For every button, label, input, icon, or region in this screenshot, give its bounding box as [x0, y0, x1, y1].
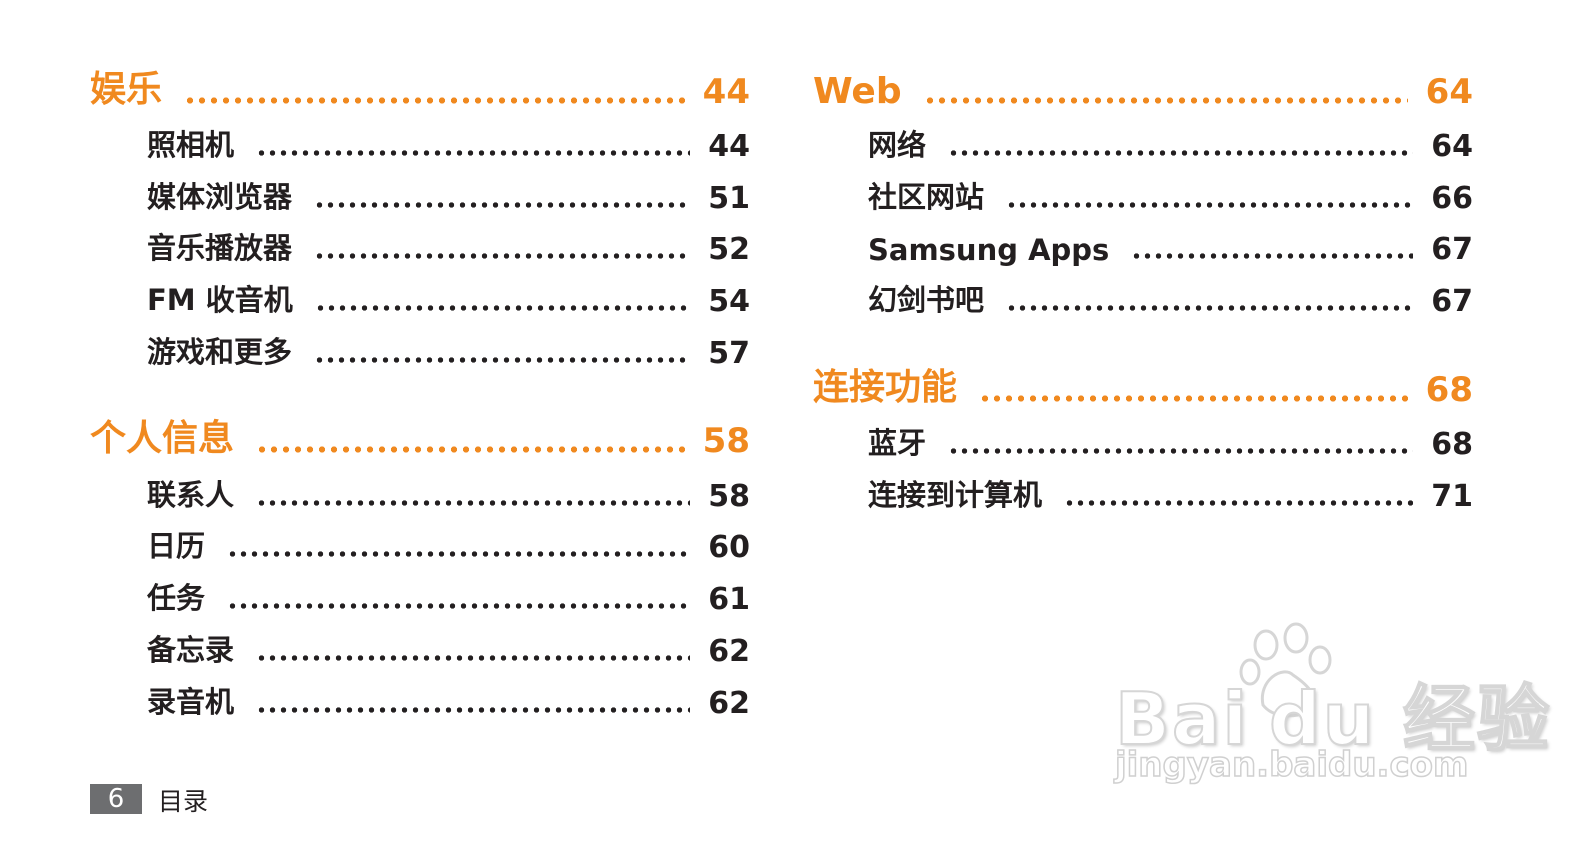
entry-page-number: 61 [708, 582, 750, 617]
section-heading[interactable]: 连接功能 68 [813, 367, 1473, 410]
dot-leader [256, 150, 691, 156]
dot-leader [314, 253, 691, 259]
toc-entry[interactable]: 日历 60 [147, 525, 750, 565]
dot-leader [1006, 202, 1414, 208]
entry-label: 游戏和更多 [147, 335, 293, 369]
baidu-watermark: Bai du 经验 jingyan.baidu.com [1110, 620, 1550, 800]
entry-page-number: 52 [708, 232, 750, 267]
entry-page-number: 58 [708, 479, 750, 514]
entry-label: FM 收音机 [147, 283, 293, 317]
entry-label: 日历 [147, 529, 206, 563]
footer-title: 目录 [158, 787, 209, 816]
entry-label: 社区网站 [868, 180, 985, 214]
toc-entry[interactable]: 音乐播放器 52 [147, 227, 750, 267]
entry-page-number: 64 [1425, 72, 1473, 112]
dot-leader [256, 446, 685, 453]
entry-page-number: 62 [708, 686, 750, 721]
dot-leader [184, 97, 685, 104]
paw-logo-icon [1239, 622, 1332, 718]
entry-label: 幻剑书吧 [868, 283, 985, 317]
entry-page-number: 58 [702, 421, 750, 461]
dot-leader [227, 551, 691, 557]
entry-page-number: 54 [708, 284, 750, 319]
entry-label: Web [813, 71, 902, 112]
entry-page-number: 68 [1425, 370, 1473, 410]
entry-page-number: 71 [1431, 479, 1473, 514]
entry-page-number: 67 [1431, 232, 1473, 267]
toc-entry[interactable]: 备忘录 62 [147, 629, 750, 669]
entry-page-number: 66 [1431, 181, 1473, 216]
toc-entry[interactable]: 蓝牙 68 [868, 422, 1473, 462]
entry-label: 连接功能 [813, 367, 958, 408]
toc-entry[interactable]: 连接到计算机 71 [868, 474, 1473, 514]
toc-entry[interactable]: 录音机 62 [147, 681, 750, 721]
entry-page-number: 57 [708, 336, 750, 371]
dot-leader [979, 395, 1408, 402]
toc-entry[interactable]: 联系人 58 [147, 474, 750, 514]
toc-entry[interactable]: 幻剑书吧 67 [868, 279, 1473, 319]
watermark-url: jingyan.baidu.com [1114, 744, 1469, 786]
entry-label: 媒体浏览器 [147, 180, 293, 214]
entry-page-number: 68 [1431, 427, 1473, 462]
dot-leader [1131, 253, 1414, 259]
entry-label: 照相机 [147, 128, 235, 162]
dot-leader [314, 305, 691, 311]
entry-page-number: 60 [708, 530, 750, 565]
entry-page-number: 44 [708, 129, 750, 164]
toc-entry[interactable]: 任务 61 [147, 577, 750, 617]
toc-entry[interactable]: Samsung Apps 67 [868, 227, 1473, 267]
entry-label: 娱乐 [90, 69, 163, 110]
dot-leader [314, 357, 691, 363]
entry-label: 个人信息 [90, 418, 235, 459]
entry-label: 网络 [868, 128, 927, 162]
dot-leader [314, 202, 691, 208]
dot-leader [948, 150, 1414, 156]
dot-leader [1006, 305, 1414, 311]
entry-page-number: 64 [1431, 129, 1473, 164]
entry-page-number: 51 [708, 181, 750, 216]
entry-label: Samsung Apps [868, 233, 1110, 267]
toc-entry[interactable]: 媒体浏览器 51 [147, 176, 750, 216]
entry-page-number: 44 [702, 72, 750, 112]
entry-label: 联系人 [147, 478, 235, 512]
entry-page-number: 62 [708, 634, 750, 669]
toc-entry[interactable]: 照相机 44 [147, 124, 750, 164]
toc-entry[interactable]: 网络 64 [868, 124, 1473, 164]
dot-leader [948, 448, 1414, 454]
watermark-brand: Bai du 经验 [1114, 676, 1552, 762]
entry-label: 连接到计算机 [868, 478, 1043, 512]
dot-leader [256, 500, 691, 506]
dot-leader [1064, 500, 1414, 506]
dot-leader [256, 655, 691, 661]
entry-label: 备忘录 [147, 633, 235, 667]
entry-page-number: 67 [1431, 284, 1473, 319]
entry-label: 蓝牙 [868, 426, 927, 460]
footer-page-number: 6 [90, 784, 142, 814]
toc-entry[interactable]: 社区网站 66 [868, 176, 1473, 216]
toc-entry[interactable]: FM 收音机 54 [147, 279, 750, 319]
entry-label: 音乐播放器 [147, 231, 293, 265]
entry-label: 任务 [147, 581, 206, 615]
dot-leader [923, 97, 1408, 104]
section-heading[interactable]: 个人信息 58 [90, 418, 750, 461]
entry-label: 录音机 [147, 685, 235, 719]
dot-leader [256, 707, 691, 713]
dot-leader [227, 603, 691, 609]
toc-entry[interactable]: 游戏和更多 57 [147, 331, 750, 371]
section-heading[interactable]: Web 64 [813, 71, 1473, 112]
section-heading[interactable]: 娱乐 44 [90, 69, 750, 112]
